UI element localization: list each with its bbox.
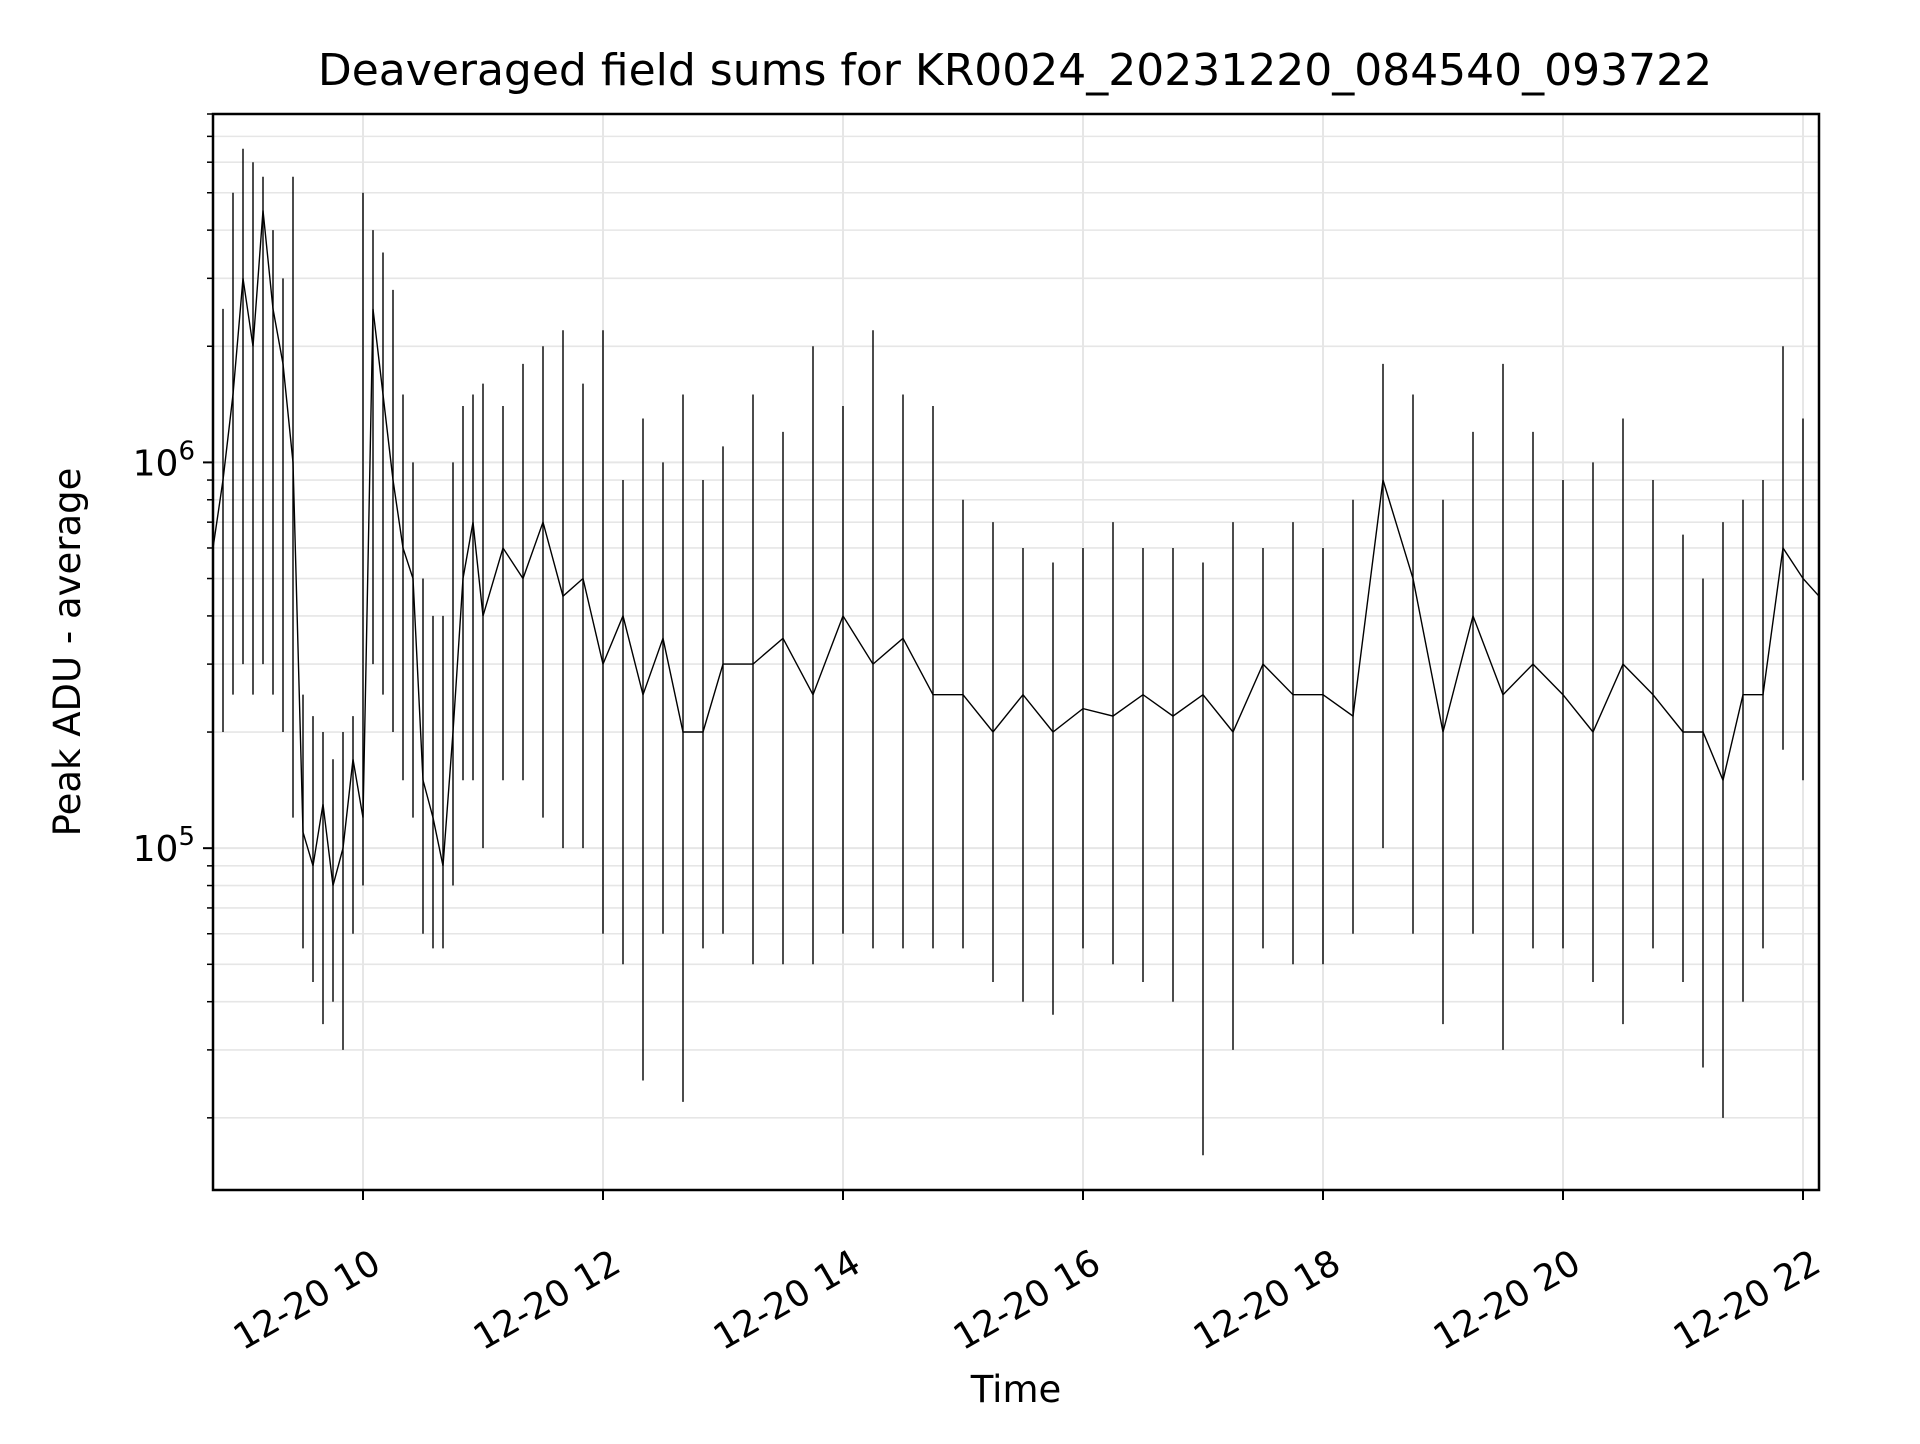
data-series-line — [212, 210, 1820, 886]
plot-frame — [211, 112, 1821, 1192]
y-tick-label: 106 — [133, 436, 195, 484]
series-layer — [212, 148, 1820, 1156]
chart-title: Deaveraged field sums for KR0024_2023122… — [318, 45, 1712, 96]
y-axis-label: Peak ADU - average — [46, 468, 89, 837]
y-tick-label: 105 — [133, 822, 195, 870]
x-axis-label: Time — [970, 1368, 1062, 1411]
